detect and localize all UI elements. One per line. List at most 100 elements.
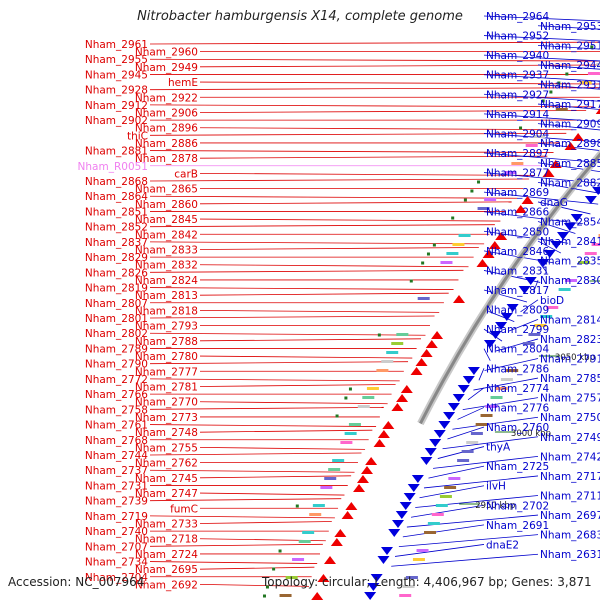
gene-label-right: Nham_2742: [540, 451, 600, 463]
label-connector-right: [484, 358, 539, 371]
gene-label-left: Nham_2864: [85, 191, 148, 203]
gene-label-left: Nham_2902: [85, 115, 148, 127]
cog-bar-mark: [485, 405, 498, 408]
gc-mark: [557, 81, 561, 85]
gene-label-left: Nham_2745: [135, 473, 198, 485]
forward-gene-mark: [361, 466, 374, 474]
label-connector-right: [483, 54, 600, 62]
gene-label-left: Nham_2744: [85, 450, 148, 462]
label-connector-left: [199, 521, 332, 524]
gene-label-left: thiC: [127, 130, 148, 142]
label-connector-left: [149, 498, 342, 502]
label-connector-left: [199, 401, 388, 405]
gene-label-right: Nham_2711: [540, 491, 600, 503]
gene-label-left: Nham_2865: [135, 184, 198, 196]
cog-bar-mark: [477, 207, 490, 210]
forward-gene-mark: [572, 133, 585, 141]
label-connector-right: [410, 504, 485, 518]
gene-label-right: Nham_2817: [486, 285, 549, 297]
reverse-gene-mark: [452, 394, 465, 402]
reverse-gene-mark: [462, 376, 475, 384]
cog-bar-mark: [416, 549, 429, 552]
gene-label-left: Nham_2692: [135, 579, 198, 591]
cog-bar-mark: [446, 252, 459, 255]
label-connector-right: [478, 368, 485, 381]
cog-bar-mark: [439, 495, 452, 498]
gene-label-right: Nham_2750: [540, 412, 600, 424]
label-connector-right: [483, 211, 583, 225]
gene-label-left: Nham_2860: [135, 199, 198, 211]
cog-bar-mark: [564, 279, 577, 282]
gene-label-right: Nham_2717: [540, 471, 600, 483]
gene-label-left: Nham_2818: [135, 305, 198, 317]
label-connector-right: [483, 113, 600, 122]
cog-bar-mark: [412, 558, 425, 561]
label-connector-right: [537, 44, 600, 50]
label-connector-left: [149, 515, 335, 519]
gene-label-left: Nham_2878: [135, 153, 198, 165]
label-connector-right: [483, 152, 600, 163]
cog-bar-mark: [292, 558, 305, 561]
gc-mark: [519, 126, 523, 130]
cog-bar-mark: [444, 486, 457, 489]
gene-label-right: Nham_2877: [486, 168, 549, 180]
forward-gene-mark: [488, 241, 501, 249]
label-connector-left: [199, 218, 501, 222]
label-connector-right: [437, 446, 485, 459]
gc-mark: [590, 45, 594, 49]
gc-mark: [451, 216, 455, 220]
cog-bar-mark: [598, 234, 600, 237]
gene-label-right: Nham_2917: [540, 99, 600, 111]
gene-label-left: Nham_2758: [85, 404, 148, 416]
gc-mark: [265, 585, 269, 589]
gene-label-left: Nham_2928: [85, 85, 148, 97]
reverse-gene-mark: [592, 187, 600, 195]
cog-bar-mark: [528, 333, 541, 336]
label-connector-right: [391, 553, 539, 567]
gene-label-right: Nham_2885: [540, 158, 600, 170]
reverse-gene-mark: [537, 259, 550, 267]
label-connector-right: [533, 280, 539, 293]
gene-label-left: Nham_2949: [135, 62, 198, 74]
label-connector-left: [149, 87, 600, 91]
cog-bar-mark: [490, 396, 503, 399]
label-connector-right: [467, 387, 485, 401]
label-connector-left: [149, 104, 593, 108]
label-connector-left: [149, 58, 600, 62]
reverse-gene-mark: [407, 484, 420, 492]
gene-label-right: Nham_2897: [486, 148, 549, 160]
gene-label-right: Nham_2882: [540, 177, 600, 189]
label-connector-right: [457, 407, 485, 420]
cog-bar-mark: [376, 369, 389, 372]
gene-label-left: Nham_2788: [135, 336, 198, 348]
forward-gene-mark: [330, 538, 343, 546]
label-connector-right: [394, 544, 485, 557]
label-connector-left: [199, 475, 352, 479]
scale-tick-label: 3000 kbp: [511, 429, 551, 439]
reverse-gene-mark: [457, 385, 470, 393]
gene-label-right: Nham_2914: [486, 109, 549, 121]
gene-label-left: Nham_2790: [85, 359, 148, 371]
map-title: Nitrobacter hamburgensis X14, complete g…: [137, 9, 463, 24]
gene-label-left: Nham_2766: [85, 389, 148, 401]
label-connector-right: [537, 260, 548, 273]
cog-bar-mark: [348, 423, 361, 426]
label-connector-right: [415, 495, 539, 508]
label-connector-left: [149, 269, 464, 273]
gene-label-left: Nham_2852: [85, 222, 148, 234]
label-connector-right: [495, 338, 539, 352]
forward-gene-mark: [396, 394, 409, 402]
forward-gene-mark: [377, 430, 390, 438]
label-connector-left: [149, 469, 355, 473]
gene-label-left: Nham_2762: [135, 458, 198, 470]
label-connector-left: [199, 292, 449, 296]
gene-label-left: Nham_2761: [85, 420, 148, 432]
label-connector-right: [537, 64, 600, 70]
accession-text: Accession: NC_007964: [8, 575, 145, 589]
forward-gene-mark: [365, 457, 378, 465]
gene-label-right: Nham_2927: [486, 89, 549, 101]
gene-label-right: Nham_2866: [486, 207, 549, 219]
cog-bar-mark: [533, 135, 546, 138]
gene-label-left: Nham_2829: [85, 252, 148, 264]
gene-label-right: Nham_2804: [486, 344, 549, 356]
